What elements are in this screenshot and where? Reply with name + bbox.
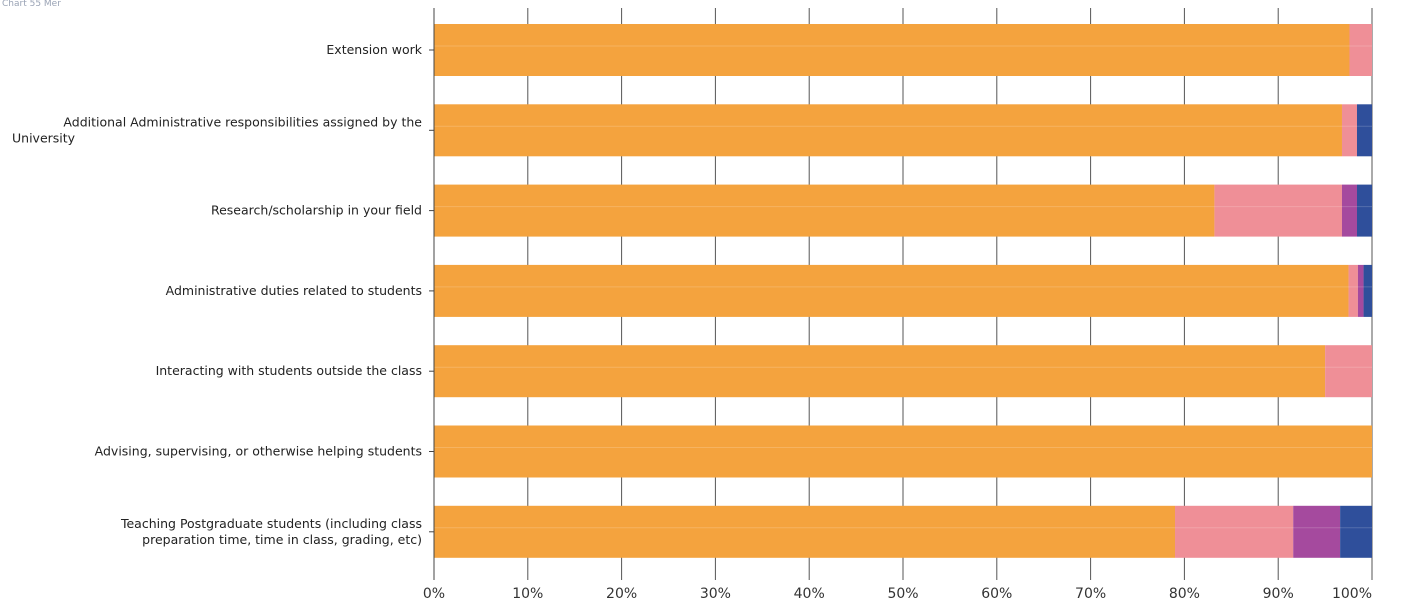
axes xyxy=(429,8,435,580)
x-tick-label: 20% xyxy=(606,586,637,602)
category-label: Teaching Postgraduate students (includin… xyxy=(120,516,422,531)
bar-segment xyxy=(1348,264,1358,317)
bar-segment xyxy=(1356,104,1372,157)
x-tick-label: 70% xyxy=(1075,586,1106,602)
category-label: University xyxy=(12,130,76,145)
category-labels: Extension work Additional Administrative … xyxy=(12,42,423,547)
bar-segment xyxy=(434,24,1350,76)
category-label: Additional Administrative responsibiliti… xyxy=(63,114,422,129)
bar-segment xyxy=(1349,24,1372,76)
category-label: Administrative duties related to student… xyxy=(166,283,422,298)
bar-segment xyxy=(1340,505,1372,558)
bar-segment xyxy=(1325,345,1372,398)
bar-segment xyxy=(1356,184,1372,237)
x-tick-label: 0% xyxy=(423,586,445,602)
bar-segment xyxy=(434,425,1372,478)
bar-segment xyxy=(434,505,1176,558)
x-tick-label: 60% xyxy=(981,586,1012,602)
bar-segment xyxy=(434,264,1349,317)
x-tick-label: 100% xyxy=(1332,586,1372,602)
bar-segment xyxy=(434,184,1215,237)
category-label: Extension work xyxy=(326,42,422,57)
bar-segment xyxy=(1175,505,1294,558)
category-label: Research/scholarship in your field xyxy=(211,203,422,218)
x-tick-label: 10% xyxy=(512,586,543,602)
x-tick-labels: 0% 10% 20% 30% 40% 50% 60% 70% 80% 90% 100% xyxy=(423,586,1372,602)
category-label: Advising, supervising, or otherwise help… xyxy=(95,444,422,459)
bar-segment xyxy=(1357,264,1364,317)
x-tick-label: 50% xyxy=(887,586,918,602)
bar-segment xyxy=(434,345,1326,398)
x-tick-label: 40% xyxy=(794,586,825,602)
x-tick-label: 90% xyxy=(1263,586,1294,602)
category-label: Interacting with students outside the cl… xyxy=(156,363,422,378)
category-label: preparation time, time in class, grading… xyxy=(142,532,422,547)
bar-segment xyxy=(1341,184,1357,237)
bar-segment xyxy=(1341,104,1357,157)
top-caption: Chart 55 Mer xyxy=(2,0,61,9)
bar-segment xyxy=(1214,184,1342,237)
x-tick-label: 80% xyxy=(1169,586,1200,602)
bars xyxy=(434,24,1372,558)
bar-segment xyxy=(1293,505,1341,558)
bar-segment xyxy=(1363,264,1372,317)
x-tick-label: 30% xyxy=(700,586,731,602)
bar-segment xyxy=(434,104,1342,157)
